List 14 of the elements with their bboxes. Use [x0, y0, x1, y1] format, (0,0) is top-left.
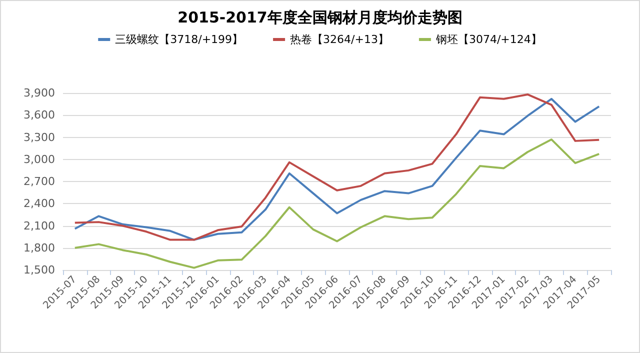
y-tick-label: 3,900	[24, 86, 55, 100]
chart-title: 2015-2017年度全国钢材月度均价走势图	[178, 8, 462, 26]
legend-label: 热卷【3264/+13】	[290, 33, 389, 46]
y-tick-label: 2,400	[24, 197, 55, 210]
legend-label: 三级螺纹【3718/+199】	[115, 33, 244, 46]
y-tick-label: 1,500	[24, 264, 55, 276]
y-tick-label: 2,700	[24, 175, 55, 188]
y-tick-label: 3,300	[24, 130, 55, 144]
y-tick-label: 3,600	[24, 108, 55, 122]
y-tick-label: 2,100	[24, 219, 55, 232]
legend-label: 钢坯【3074/+124】	[434, 33, 542, 46]
y-tick-label: 1,800	[24, 241, 55, 254]
line-series	[74, 138, 600, 269]
y-tick-label: 3,000	[24, 152, 55, 166]
